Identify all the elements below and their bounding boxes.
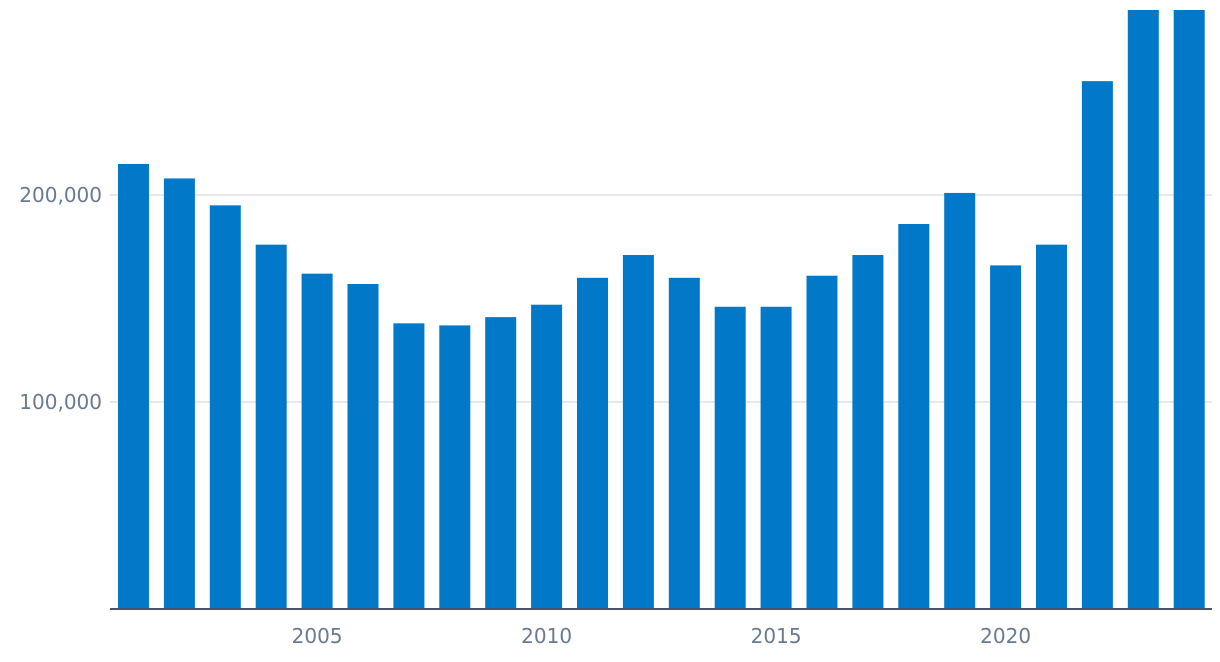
x-tick-label: 2015: [751, 624, 802, 648]
bar-2007: [393, 323, 425, 609]
bar-2013: [668, 277, 700, 609]
x-tick-labels: 2005 2010 2015 2020: [292, 624, 1031, 648]
bar-2018: [898, 223, 930, 610]
bar-2001: [118, 163, 149, 609]
bar-2017: [852, 255, 884, 609]
bar-2024: [1173, 10, 1205, 609]
bar-2019: [944, 192, 976, 609]
bar-2002: [163, 178, 195, 609]
bar-2015: [760, 306, 792, 609]
y-tick-label: 100,000: [19, 390, 102, 414]
bar-2023: [1127, 10, 1159, 609]
bar-2011: [577, 277, 608, 609]
bar-2009: [485, 317, 517, 609]
y-tick-labels: 100,000 200,000: [19, 183, 102, 414]
bar-2016: [806, 275, 838, 609]
bar-2005: [301, 273, 333, 609]
x-tick-label: 2010: [521, 624, 572, 648]
bar-2022: [1081, 81, 1113, 609]
bar-2008: [439, 325, 471, 609]
grid-lines: [110, 194, 1212, 403]
bar-2006: [347, 284, 379, 609]
x-tick-label: 2020: [980, 624, 1031, 648]
y-tick-label: 200,000: [19, 183, 102, 207]
bar-2003: [209, 205, 241, 609]
bar-2014: [714, 306, 746, 609]
bars: [118, 10, 1205, 610]
bar-2012: [622, 255, 654, 609]
bar-2020: [990, 265, 1022, 609]
x-tick-label: 2005: [292, 624, 343, 648]
bar-2010: [531, 304, 563, 609]
bar-2004: [255, 244, 287, 609]
bar-2021: [1036, 244, 1067, 609]
